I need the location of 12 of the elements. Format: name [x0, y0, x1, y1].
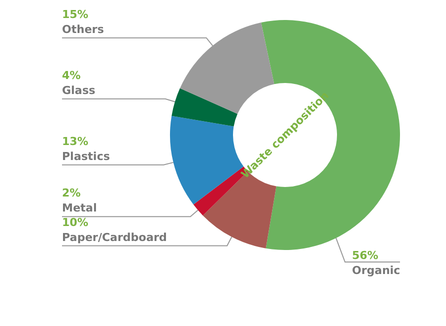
data-label: 56%	[352, 249, 378, 262]
slice-label: Glass	[62, 84, 96, 97]
slice-label: Metal	[62, 202, 97, 215]
data-label: 10%	[62, 216, 88, 229]
data-label: 4%	[62, 68, 81, 82]
slice-label: Plastics	[62, 150, 110, 163]
data-label: 2%	[62, 186, 81, 200]
data-label: 13%	[62, 134, 88, 148]
slice-label: Others	[62, 22, 104, 36]
slice-label: Organic	[352, 264, 400, 277]
data-label: 15%	[62, 8, 88, 21]
slice-label: Paper/Cardboard	[62, 230, 167, 244]
